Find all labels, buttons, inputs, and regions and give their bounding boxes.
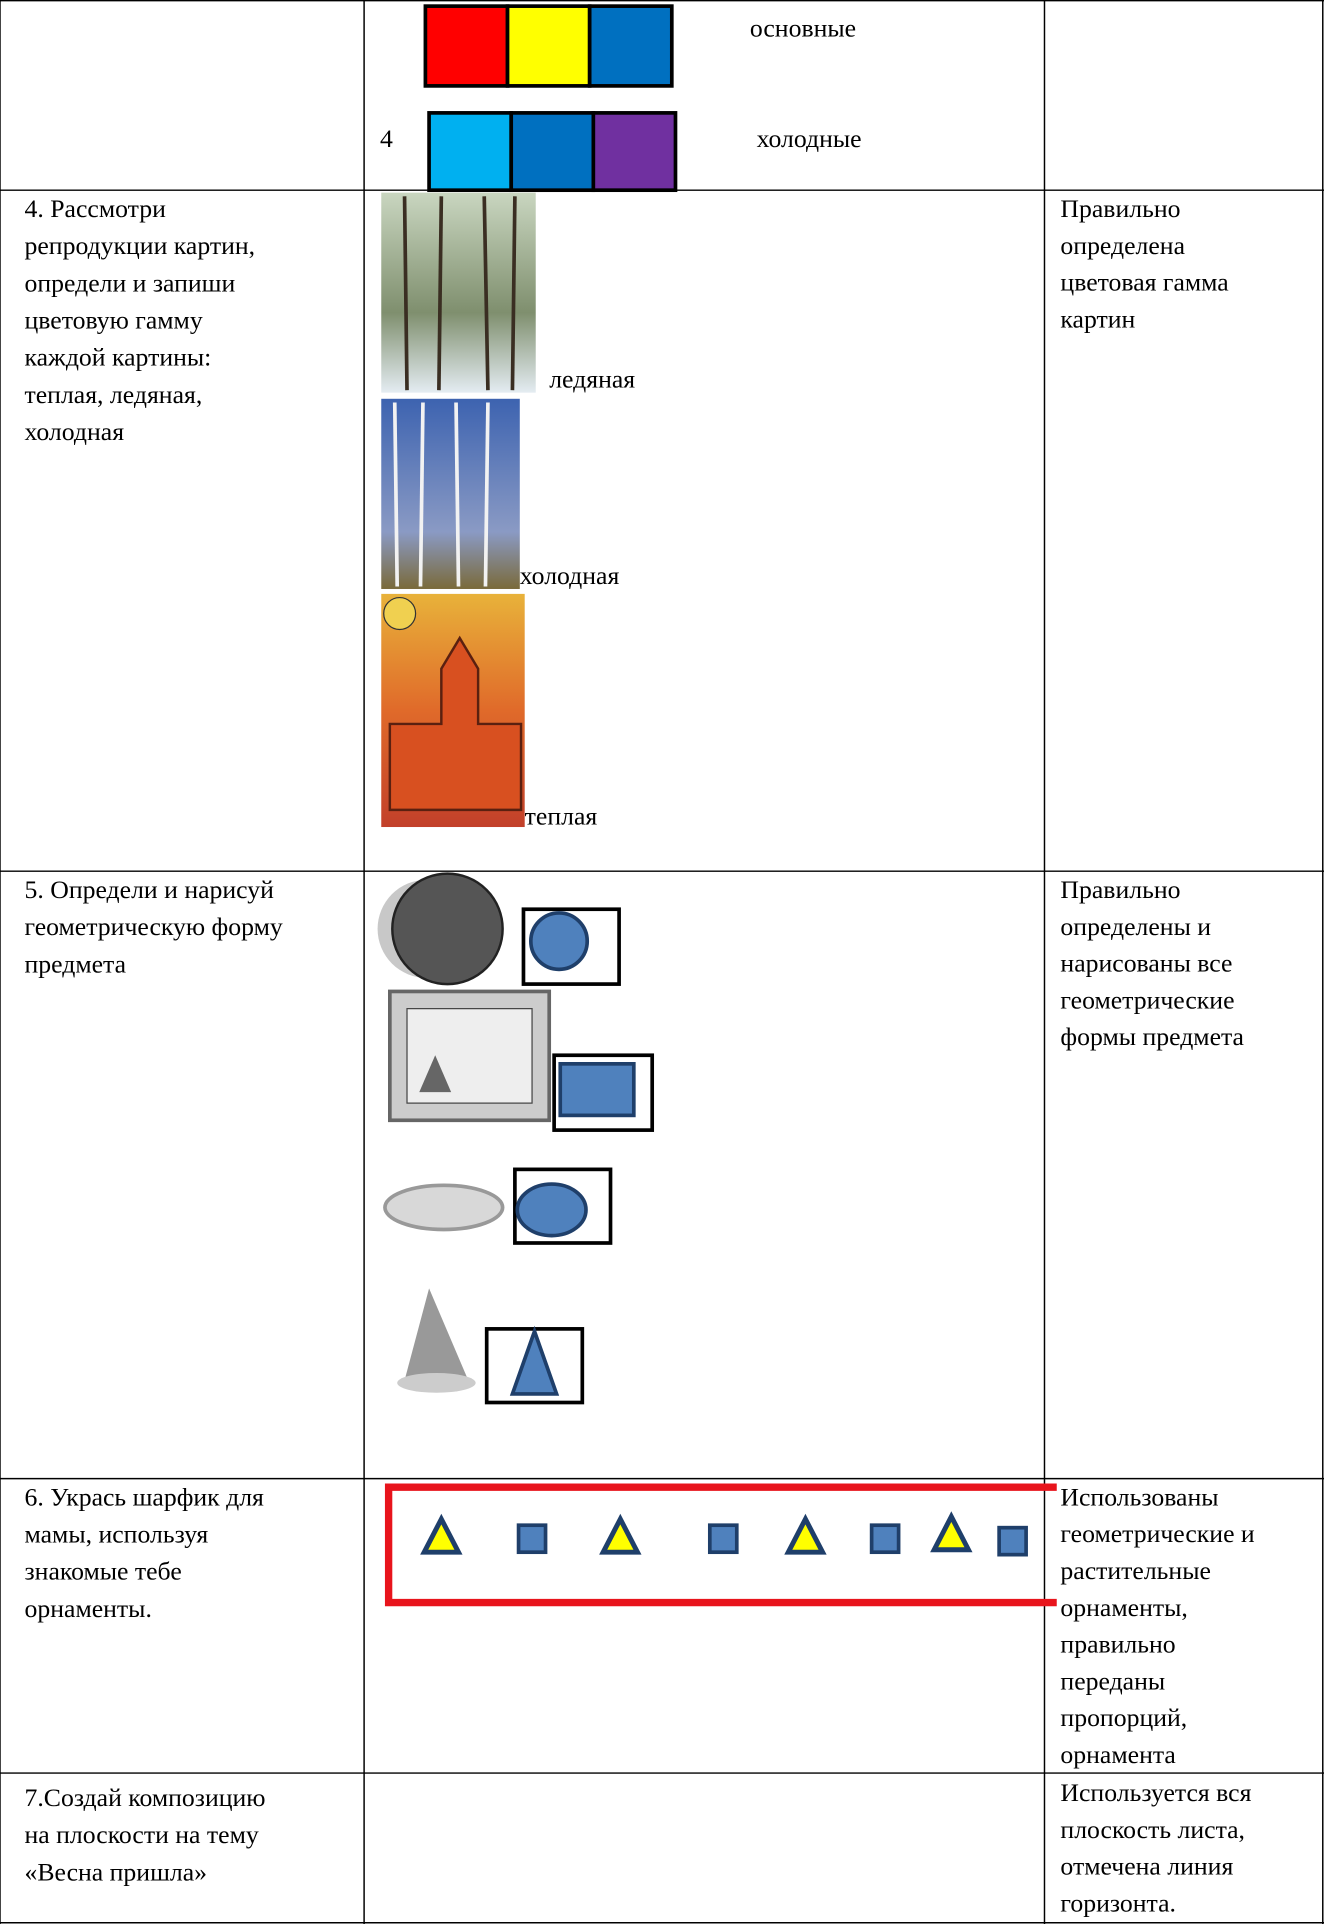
cell-text: определены и xyxy=(1060,912,1211,941)
cell-text: знакомые тебе xyxy=(25,1557,182,1586)
cell-text: картин xyxy=(1060,304,1135,333)
cell-text: каждой картины: xyxy=(25,343,212,372)
cell-text: 4. Рассмотри xyxy=(25,194,167,223)
cell-text: 5. Определи и нарисуй xyxy=(25,875,275,904)
texts: 4. Рассмотри репродукции картин, определи … xyxy=(25,194,1255,1918)
cell-text: геометрическую форму xyxy=(25,912,283,941)
cell-text: Использованы xyxy=(1060,1482,1218,1511)
cell-text: пропорций, xyxy=(1060,1703,1187,1732)
cell-text: Используется вся xyxy=(1060,1778,1251,1807)
cell-text: теплая, ледяная, xyxy=(25,380,203,409)
cell-text: формы предмета xyxy=(1060,1022,1244,1051)
cell-text: определена xyxy=(1060,231,1185,260)
cell-text: холодная xyxy=(25,417,125,446)
cell-text: орнаменты. xyxy=(25,1594,152,1623)
cell-text: отмечена линия xyxy=(1060,1852,1233,1881)
cell-text: Правильно xyxy=(1060,875,1180,904)
label: 4 xyxy=(380,124,393,153)
swatches xyxy=(423,4,678,193)
cell-text: нарисованы все xyxy=(1060,949,1232,978)
label: основные xyxy=(750,14,856,43)
cell-text: орнаменты, xyxy=(1060,1593,1187,1622)
cell-text: Правильно xyxy=(1060,194,1180,223)
cell-text: мамы, используя xyxy=(25,1520,209,1549)
cell-text: геометрические и xyxy=(1060,1519,1255,1548)
cell-text: горизонта. xyxy=(1060,1888,1176,1917)
cell-text: 7.Создай композицию xyxy=(25,1783,266,1812)
shapes xyxy=(377,872,655,1405)
cell-text: геометрические xyxy=(1060,985,1234,1014)
cell-text: плоскость листа, xyxy=(1060,1815,1245,1844)
cell-text: правильно xyxy=(1060,1630,1175,1659)
cell-text: «Весна пришла» xyxy=(25,1857,208,1886)
cell-text: растительные xyxy=(1060,1556,1210,1585)
scarf xyxy=(384,1483,1057,1607)
cell-text: 6. Укрась шарфик для xyxy=(25,1482,265,1511)
cell-text: орнамента xyxy=(1060,1740,1176,1769)
label: теплая xyxy=(525,801,598,830)
cell-text: на плоскости на тему xyxy=(25,1820,259,1849)
label: ледяная xyxy=(549,365,635,394)
cell-text: репродукции картин, xyxy=(25,231,256,260)
label: холодная xyxy=(520,561,620,590)
cell-text: цветовая гамма xyxy=(1060,268,1229,297)
label: холодные xyxy=(757,124,862,153)
cell-text: цветовую гамму xyxy=(25,305,203,334)
cell-text: переданы xyxy=(1060,1666,1165,1695)
paintings xyxy=(381,192,536,828)
cell-text: определи и запиши xyxy=(25,268,236,297)
cell-text: предмета xyxy=(25,949,127,978)
